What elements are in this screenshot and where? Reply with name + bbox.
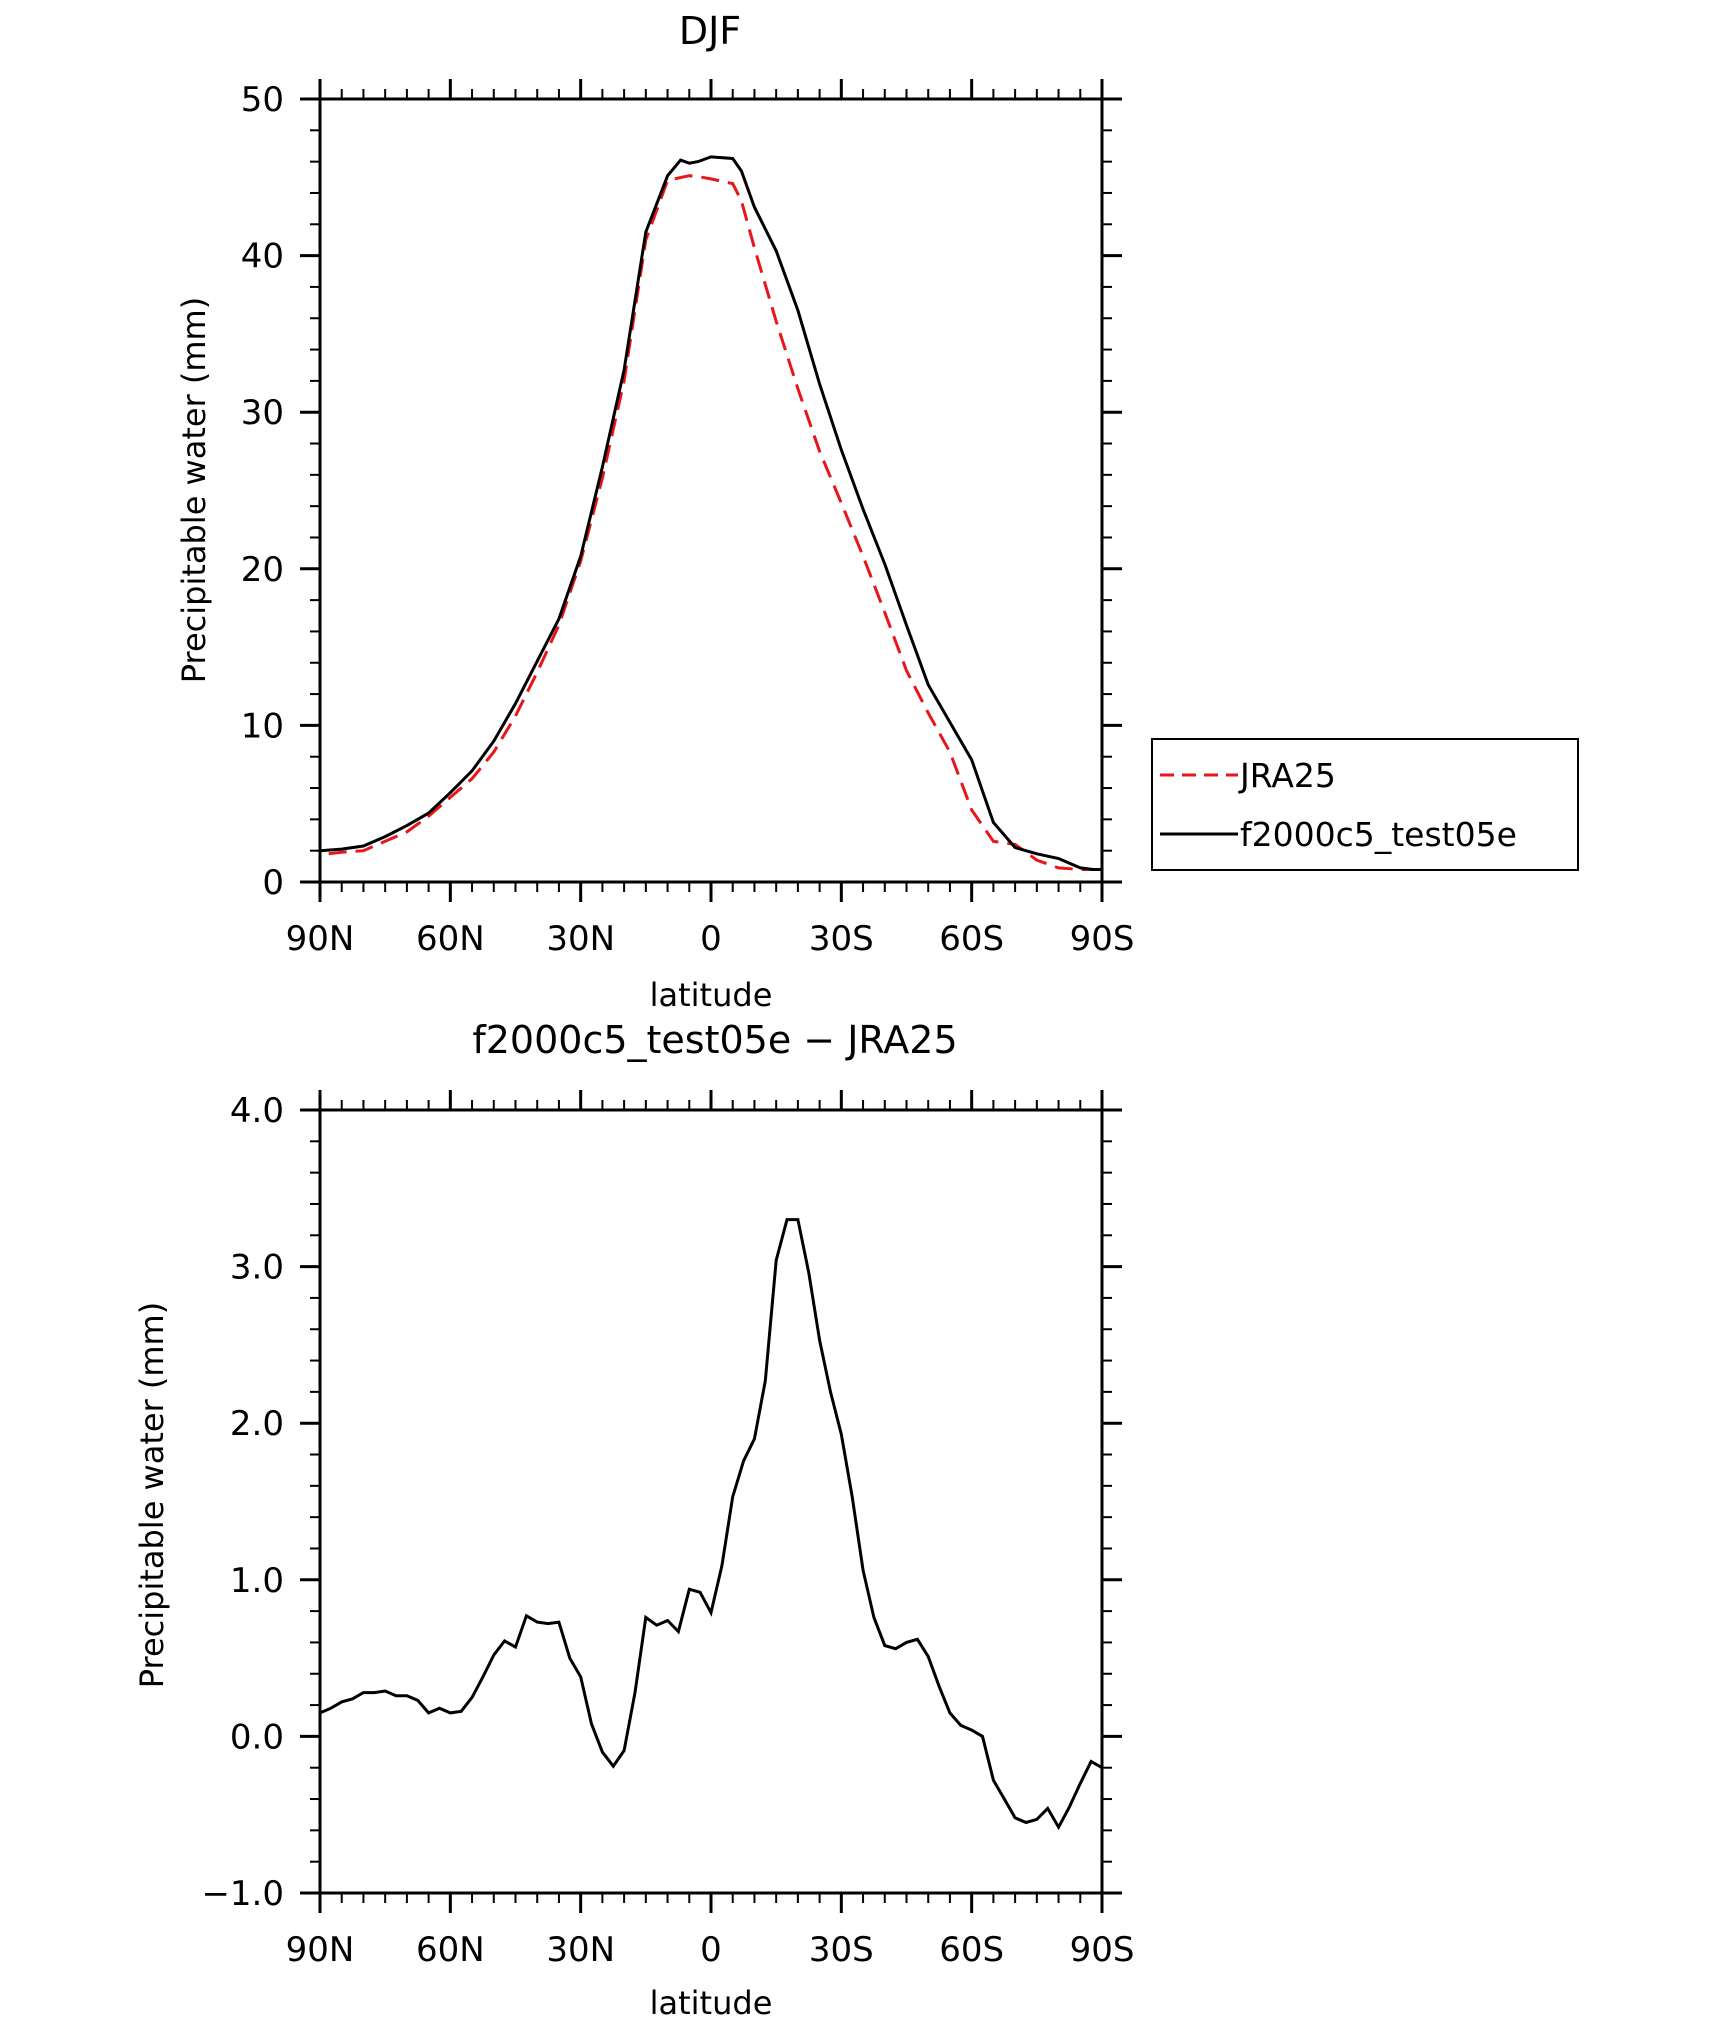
y-tick-label: 0.0 — [230, 1717, 284, 1757]
y-tick-label: 30 — [241, 393, 284, 433]
series-line-difference — [319, 1218, 1103, 1831]
x-tick-labels: 90N 60N 30N 0 30S 60S 90S — [286, 1930, 1135, 1970]
x-tick-label: 60S — [939, 1930, 1004, 1970]
x-tick-label: 60N — [416, 1930, 485, 1970]
x-tick-labels: 90N 60N 30N 0 30S 60S 90S — [286, 919, 1135, 959]
y-axis-label: Precipitable water (mm) — [133, 1302, 171, 1688]
x-tick-label: 90S — [1070, 1930, 1135, 1970]
y-tick-label: 2.0 — [230, 1404, 284, 1444]
legend-box — [1151, 738, 1579, 871]
y-tick-label: 0 — [262, 863, 284, 903]
y-tick-label: 1.0 — [230, 1561, 284, 1601]
axis-ticks — [300, 1090, 1122, 1913]
x-tick-label: 30S — [809, 1930, 874, 1970]
y-tick-label: −1.0 — [201, 1874, 284, 1914]
series-line-f2000c5-test05e — [319, 155, 1102, 871]
y-tick-labels: 0 10 20 30 40 50 — [241, 80, 284, 903]
y-tick-label: 40 — [241, 237, 284, 277]
chart-title: DJF — [679, 9, 741, 53]
x-tick-label: 30N — [546, 919, 615, 959]
panel-djf: DJF 0 10 20 30 40 50 90N 60N 30N 0 30S 60S 90S lati… — [175, 9, 1579, 1014]
x-tick-label: 90S — [1070, 919, 1135, 959]
legend-label-jra25: JRA25 — [1238, 756, 1336, 795]
plot-frame — [318, 1108, 1104, 1895]
y-axis-label: Precipitable water (mm) — [175, 297, 213, 683]
chart-title: f2000c5_test05e − JRA25 — [472, 1018, 957, 1062]
y-tick-label: 20 — [241, 550, 284, 590]
x-tick-label: 60N — [416, 919, 485, 959]
x-tick-label: 90N — [286, 1930, 355, 1970]
y-tick-label: 50 — [241, 80, 284, 120]
plot-frame — [318, 97, 1104, 884]
x-tick-label: 90N — [286, 919, 355, 959]
y-tick-label: 10 — [241, 706, 284, 746]
x-tick-label: 0 — [700, 919, 722, 959]
legend-label-f2000c5-test05e: f2000c5_test05e — [1240, 815, 1517, 854]
panel-difference: f2000c5_test05e − JRA25 −1.0 0.0 1.0 2.0 3.0… — [133, 1018, 1134, 2021]
x-tick-label: 30N — [546, 1930, 615, 1970]
y-tick-label: 4.0 — [230, 1091, 284, 1131]
series-line-jra25 — [328, 174, 1102, 871]
series-lines — [319, 1218, 1103, 1831]
y-tick-labels: −1.0 0.0 1.0 2.0 3.0 4.0 — [201, 1091, 284, 1914]
x-tick-label: 0 — [700, 1930, 722, 1970]
x-tick-label: 60S — [939, 919, 1004, 959]
series-lines — [319, 155, 1102, 871]
x-axis-label: latitude — [650, 976, 773, 1014]
legend: JRA25 f2000c5_test05e — [1151, 738, 1579, 871]
axis-ticks — [300, 79, 1122, 902]
x-axis-label: latitude — [650, 1984, 773, 2021]
x-tick-label: 30S — [809, 919, 874, 959]
y-tick-label: 3.0 — [230, 1248, 284, 1288]
